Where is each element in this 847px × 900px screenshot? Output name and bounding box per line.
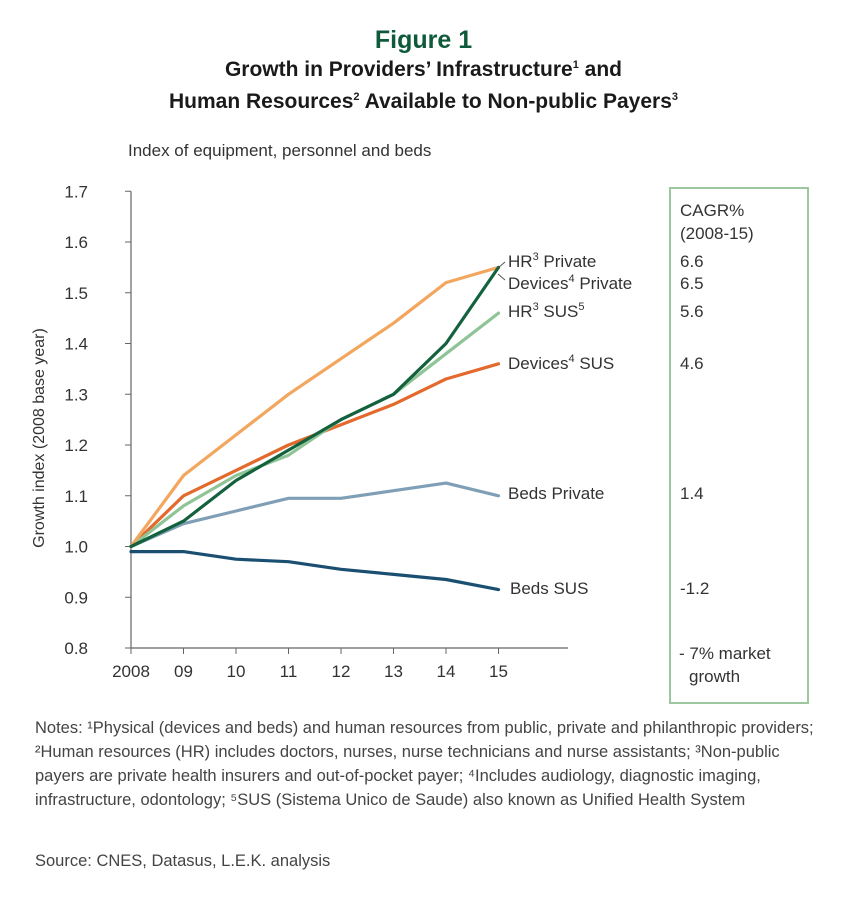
cagr-value: 6.6 (680, 252, 704, 271)
y-tick-label: 0.8 (64, 639, 88, 658)
figure-label: Figure 1 (374, 26, 473, 54)
x-tick-label: 10 (227, 662, 246, 681)
y-tick-label: 1.7 (64, 182, 88, 201)
x-tick-label: 12 (332, 662, 351, 681)
cagr-box (669, 187, 809, 704)
cagr-footer-growth: growth (689, 667, 740, 686)
cagr-value: 6.5 (680, 274, 704, 293)
cagr-value: -1.2 (680, 579, 709, 598)
series-line (129, 265, 501, 549)
chart-source: Source: CNES, Datasus, L.E.K. analysis (35, 852, 331, 870)
series-label: Beds Private (508, 484, 604, 503)
title-text-1a: Growth in Providers’ Infrastructure (224, 58, 573, 81)
y-tick-label: 1.6 (64, 233, 88, 252)
series-label: Devices4 Private (508, 273, 632, 293)
y-tick-label: 1.4 (64, 335, 88, 354)
label-leader (497, 261, 506, 269)
y-tick-label: 0.9 (64, 588, 88, 607)
cagr-value: 1.4 (680, 484, 704, 503)
x-tick-label: 11 (280, 662, 298, 681)
title-sup-1: 1 (572, 59, 579, 71)
cagr-value: 4.6 (680, 354, 704, 373)
chart-notes: Notes: ¹Physical (devices and beds) and … (35, 719, 814, 809)
y-tick-label: 1.2 (64, 436, 88, 455)
x-tick-label: 13 (384, 662, 403, 681)
label-leader (497, 273, 506, 281)
y-tick-label: 1.0 (64, 538, 88, 557)
title-text-2b: Available to Non-public Payers (359, 90, 672, 113)
series-label: HR3 SUS5 (508, 301, 585, 321)
y-tick-label: 1.5 (64, 284, 88, 303)
chart-title-line-2: Human Resources2 Available to Non-public… (0, 90, 847, 114)
x-tick-label: 15 (489, 662, 508, 681)
x-tick-label: 09 (174, 662, 193, 681)
title-text-2a: Human Resources (168, 90, 354, 113)
title-sup-2a: 2 (353, 91, 360, 103)
x-tick-label: 2008 (112, 662, 150, 681)
series-label: Beds SUS (510, 579, 588, 598)
series-label: HR3 Private (508, 251, 596, 271)
series-line (129, 481, 501, 549)
cagr-header: CAGR% (680, 201, 744, 220)
cagr-value: 5.6 (680, 302, 704, 321)
series-line (129, 265, 501, 549)
line-chart: 0.8 0.9 1.0 1.1 1.2 1.3 1.4 1.5 1.6 1.7 2008 09 10 11… (64, 182, 809, 704)
y-tick-label: 1.1 (64, 487, 88, 506)
title-text-1b: and (578, 58, 623, 81)
title-sup-2b: 3 (671, 91, 678, 103)
series-label: Devices4 SUS (508, 353, 614, 373)
series-line (129, 549, 501, 592)
cagr-footer: - 7% market (679, 644, 771, 663)
series-line (129, 311, 501, 549)
x-tick-label: 14 (437, 662, 456, 681)
chart-subtitle: Index of equipment, personnel and beds (128, 141, 432, 160)
y-tick-label: 1.3 (64, 385, 88, 404)
cagr-header-period: (2008-15) (680, 224, 754, 243)
chart-title-line-1: Growth in Providers’ Infrastructure1 and (0, 58, 847, 82)
